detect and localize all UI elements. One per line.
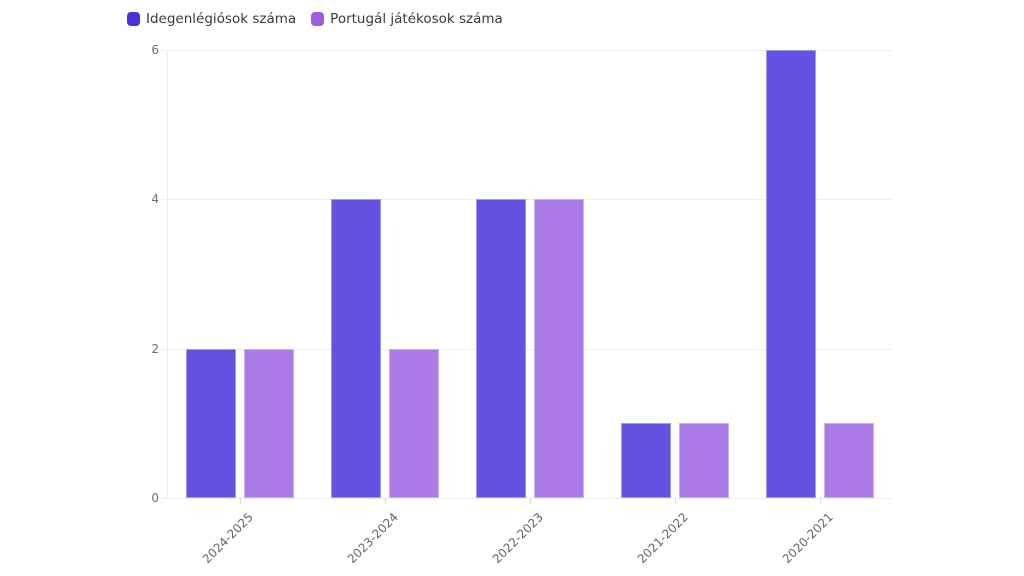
legend-swatch-idegenlegiosok-icon <box>127 12 140 26</box>
x-axis-tick <box>820 498 821 504</box>
bar-idegenlegiosok-2024-2025[interactable] <box>186 349 236 498</box>
gridline-y-2 <box>160 349 892 350</box>
bar-idegenlegiosok-2020-2021[interactable] <box>766 50 816 498</box>
legend-label-portugal: Portugál játékosok száma <box>330 11 503 27</box>
x-axis-tick <box>530 498 531 504</box>
bar-portugal-2021-2022[interactable] <box>679 423 729 498</box>
x-axis-label: 2024-2025 <box>199 510 256 567</box>
y-axis-label: 0 <box>151 491 159 505</box>
bar-idegenlegiosok-2023-2024[interactable] <box>331 199 381 498</box>
bar-portugal-2022-2023[interactable] <box>534 199 584 498</box>
gridline-y-6 <box>160 50 892 51</box>
legend-item-idegenlegiosok[interactable]: Idegenlégiósok száma <box>127 10 296 28</box>
legend-item-portugal[interactable]: Portugál játékosok száma <box>311 10 503 28</box>
gridline-y-4 <box>160 199 892 200</box>
y-axis-label: 2 <box>151 342 159 356</box>
x-axis-label: 2023-2024 <box>344 510 401 567</box>
y-axis-label: 6 <box>151 43 159 57</box>
legend-label-idegenlegiosok: Idegenlégiósok száma <box>146 11 297 27</box>
x-axis-label: 2021-2022 <box>634 510 691 567</box>
bar-portugal-2020-2021[interactable] <box>824 423 874 498</box>
bar-idegenlegiosok-2022-2023[interactable] <box>476 199 526 498</box>
x-axis-label: 2020-2021 <box>779 510 836 567</box>
y-axis-line <box>167 50 168 498</box>
x-axis-tick <box>240 498 241 504</box>
y-axis-label: 4 <box>151 192 159 206</box>
bar-portugal-2023-2024[interactable] <box>389 349 439 498</box>
bar-idegenlegiosok-2021-2022[interactable] <box>621 423 671 498</box>
legend-swatch-portugal-icon <box>311 12 325 26</box>
x-axis-label: 2022-2023 <box>489 510 546 567</box>
gridline-y-0 <box>160 498 892 499</box>
x-axis-tick <box>385 498 386 504</box>
chart-legend: Idegenlégiósok száma Portugál játékosok … <box>127 10 503 28</box>
bar-portugal-2024-2025[interactable] <box>244 349 294 498</box>
x-axis-tick <box>675 498 676 504</box>
